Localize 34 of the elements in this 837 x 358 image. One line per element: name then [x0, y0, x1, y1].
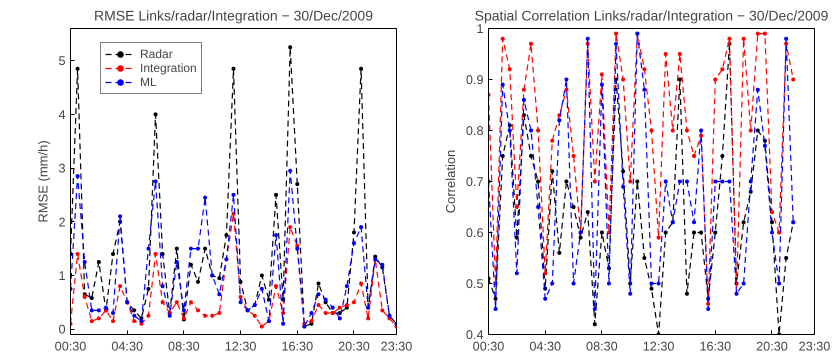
- chart-title: RMSE Links/radar/Integration − 30/Dec/2009: [94, 8, 374, 24]
- y-tick-label: 1: [476, 22, 484, 36]
- x-tick-label: 08:30: [168, 340, 200, 354]
- y-tick-label: 0.7: [466, 175, 484, 189]
- x-tick-label: 04:30: [111, 340, 144, 354]
- x-tick-label: 16:30: [699, 340, 732, 354]
- x-tick-label: 16:30: [281, 340, 314, 354]
- y-axis-title: Correlation: [442, 150, 458, 214]
- x-tick-label: 00:30: [54, 340, 86, 354]
- y-tick-label: 0.6: [466, 226, 484, 240]
- x-tick-label: 20:30: [756, 340, 788, 354]
- legend-label: ML: [140, 75, 158, 89]
- x-tick-label: 12:30: [642, 340, 674, 354]
- x-tick-label: 12:30: [224, 340, 256, 354]
- y-tick-label: 3: [58, 162, 66, 176]
- x-tick-label: 23:30: [380, 340, 412, 354]
- chart-title: Spatial Correlation Links/radar/Integration − 30/Dec/2009: [474, 8, 829, 24]
- x-tick-label: 20:30: [338, 340, 370, 354]
- legend-label: Integration: [140, 61, 197, 75]
- y-tick-label: 0.9: [466, 73, 484, 87]
- x-tick-label: 00:30: [472, 340, 504, 354]
- y-axis-title: RMSE (mm/h): [35, 140, 50, 223]
- x-tick-label: 08:30: [586, 340, 618, 354]
- x-tick-label: 23:30: [798, 340, 830, 354]
- y-tick-label: 5: [58, 54, 66, 68]
- y-tick-label: 0: [58, 322, 66, 337]
- y-tick-label: 1: [58, 268, 66, 283]
- y-tick-label: 2: [58, 215, 66, 230]
- legend-label: Radar: [140, 47, 173, 61]
- y-tick-label: 0.4: [466, 328, 484, 342]
- y-tick-label: 4: [58, 108, 66, 122]
- x-tick-label: 04:30: [529, 340, 562, 354]
- y-tick-label: 0.5: [466, 277, 484, 291]
- y-tick-label: 0.8: [466, 124, 484, 138]
